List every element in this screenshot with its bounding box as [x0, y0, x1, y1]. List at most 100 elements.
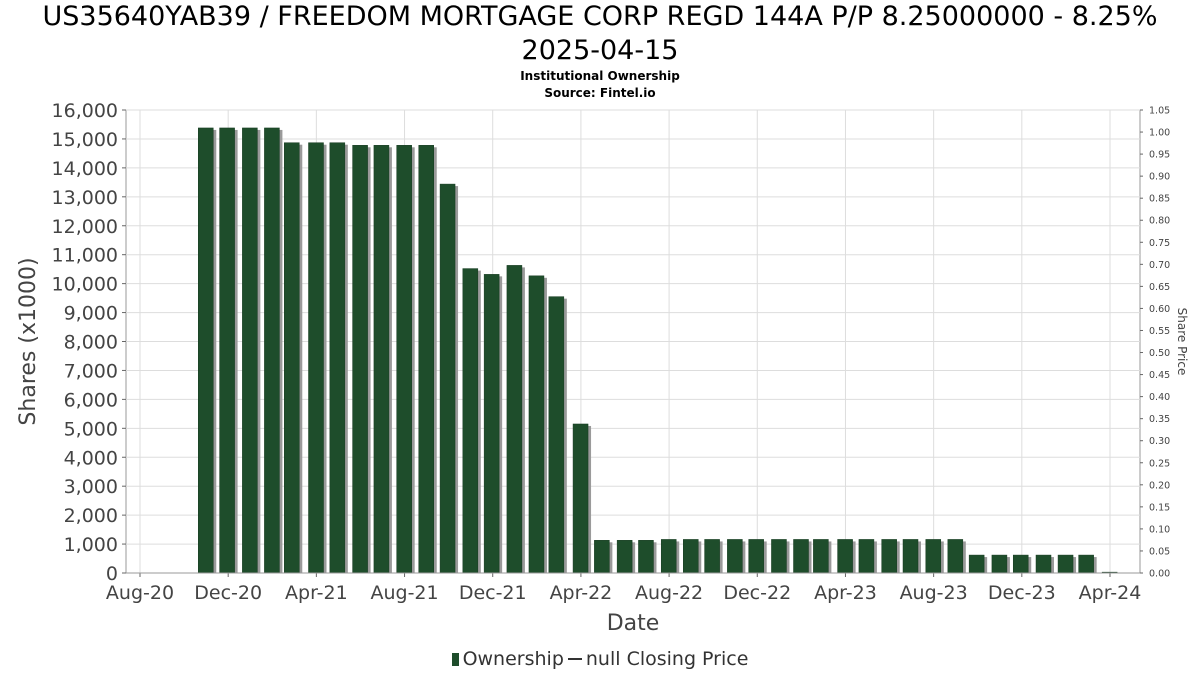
ownership-bar — [396, 145, 412, 574]
y2-tick-label: 0.35 — [1149, 414, 1170, 425]
y-tick-label: 2,000 — [64, 505, 118, 527]
y2-tick-label: 0.05 — [1149, 546, 1170, 557]
legend-ownership-label: Ownership — [462, 648, 564, 670]
y-tick-label: 15,000 — [52, 129, 118, 151]
y2-tick-label: 0.90 — [1149, 172, 1170, 183]
ownership-bar — [1035, 554, 1052, 574]
y-tick-label: 5,000 — [64, 418, 118, 440]
ownership-bar — [925, 539, 942, 574]
ownership-bar — [858, 539, 875, 574]
chart-title-date: 2025-04-15 — [521, 35, 679, 66]
y-tick-label: 11,000 — [52, 245, 118, 267]
y2-axis-title: Share Price — [1175, 308, 1189, 376]
y2-tick-label: 0.40 — [1149, 392, 1170, 403]
ownership-bar — [793, 539, 809, 574]
ownership-bar — [837, 539, 853, 574]
y2-tick-label: 1.05 — [1149, 106, 1170, 117]
y-tick-label: 6,000 — [64, 389, 118, 411]
legend-price-label: null Closing Price — [585, 648, 749, 670]
ownership-bar — [352, 145, 368, 574]
y-tick-label: 14,000 — [52, 158, 118, 180]
ownership-bar — [683, 539, 699, 574]
y2-tick-label: 0.10 — [1149, 524, 1170, 535]
y-tick-label: 0 — [106, 563, 118, 585]
ownership-bar — [704, 539, 720, 574]
ownership-bar — [548, 296, 565, 574]
ownership-bar — [506, 265, 523, 574]
ownership-bar — [528, 275, 545, 574]
y-tick-label: 1,000 — [64, 534, 118, 556]
ownership-bar — [1078, 554, 1094, 574]
ownership-bar — [638, 540, 654, 574]
ownership-bar — [991, 554, 1008, 574]
y2-tick-label: 0.65 — [1149, 282, 1170, 293]
y-tick-label: 13,000 — [52, 187, 118, 209]
y-tick-label: 8,000 — [64, 332, 118, 354]
y-tick-label: 9,000 — [64, 303, 118, 325]
ownership-bar — [902, 539, 919, 574]
y2-tick-label: 0.60 — [1149, 304, 1170, 315]
y2-tick-label: 0.45 — [1149, 370, 1170, 381]
ownership-bar — [968, 554, 985, 574]
y2-tick-label: 0.15 — [1149, 502, 1170, 513]
ownership-bar — [219, 127, 235, 574]
ownership-bar — [308, 142, 324, 574]
y-tick-label: 16,000 — [52, 100, 118, 122]
x-tick-label: Apr-24 — [1079, 582, 1142, 604]
y2-tick-label: 0.20 — [1149, 480, 1170, 491]
x-tick-label: Apr-23 — [814, 582, 877, 604]
chart-legend: Ownership null Closing Price — [0, 648, 1200, 670]
y-tick-label: 4,000 — [64, 447, 118, 469]
ownership-bar — [727, 539, 743, 574]
ownership-bar — [572, 423, 589, 574]
ownership-bar — [748, 539, 764, 574]
y2-tick-label: 0.95 — [1149, 150, 1170, 161]
x-axis-title: Date — [607, 611, 660, 636]
y2-tick-label: 0.30 — [1149, 436, 1170, 447]
y-axis-title: Shares (x1000) — [16, 257, 41, 425]
x-tick-label: Dec-22 — [723, 582, 791, 604]
chart-subtitle: Institutional Ownership — [520, 69, 680, 83]
y2-tick-label: 0.70 — [1149, 260, 1170, 271]
chart-source: Source: Fintel.io — [544, 86, 656, 100]
x-tick-label: Aug-23 — [900, 582, 968, 604]
chart-title: US35640YAB39 / FREEDOM MORTGAGE CORP REG… — [42, 1, 1158, 32]
x-tick-label: Apr-21 — [285, 582, 348, 604]
ownership-bar — [329, 142, 346, 574]
y2-tick-label: 0.75 — [1149, 238, 1170, 249]
ownership-bar — [439, 183, 456, 574]
ownership-bar — [284, 142, 300, 574]
x-tick-label: Apr-22 — [550, 582, 613, 604]
x-tick-label: Dec-21 — [459, 582, 527, 604]
y-tick-label: 12,000 — [52, 216, 118, 238]
ownership-bar — [813, 539, 829, 574]
ownership-bar — [771, 539, 787, 574]
ownership-bar — [373, 145, 390, 574]
ownership-bar — [947, 539, 964, 574]
ownership-bar — [1012, 554, 1029, 574]
x-tick-label: Dec-20 — [194, 582, 262, 604]
ownership-bar — [483, 274, 500, 574]
x-tick-label: Aug-20 — [106, 582, 174, 604]
y-tick-label: 7,000 — [64, 360, 118, 382]
x-tick-label: Aug-21 — [370, 582, 438, 604]
ownership-bar — [1057, 554, 1074, 574]
y2-tick-label: 0.55 — [1149, 326, 1170, 337]
ownership-bar — [418, 145, 434, 574]
ownership-legend-swatch — [451, 653, 459, 666]
y-tick-label: 10,000 — [52, 274, 118, 296]
ownership-bar — [616, 540, 633, 574]
y2-tick-label: 0.50 — [1149, 348, 1170, 359]
ownership-bar — [198, 127, 214, 574]
ownership-bar — [660, 539, 677, 574]
ownership-bar — [264, 127, 280, 574]
y2-tick-label: 0.85 — [1149, 194, 1170, 205]
y2-tick-label: 0.00 — [1149, 569, 1170, 580]
price-legend-swatch — [567, 658, 582, 660]
x-tick-label: Aug-22 — [635, 582, 703, 604]
ownership-bar — [881, 539, 897, 574]
y2-tick-label: 1.00 — [1149, 128, 1170, 139]
x-tick-label: Dec-23 — [988, 582, 1056, 604]
ownership-bar — [462, 268, 479, 574]
